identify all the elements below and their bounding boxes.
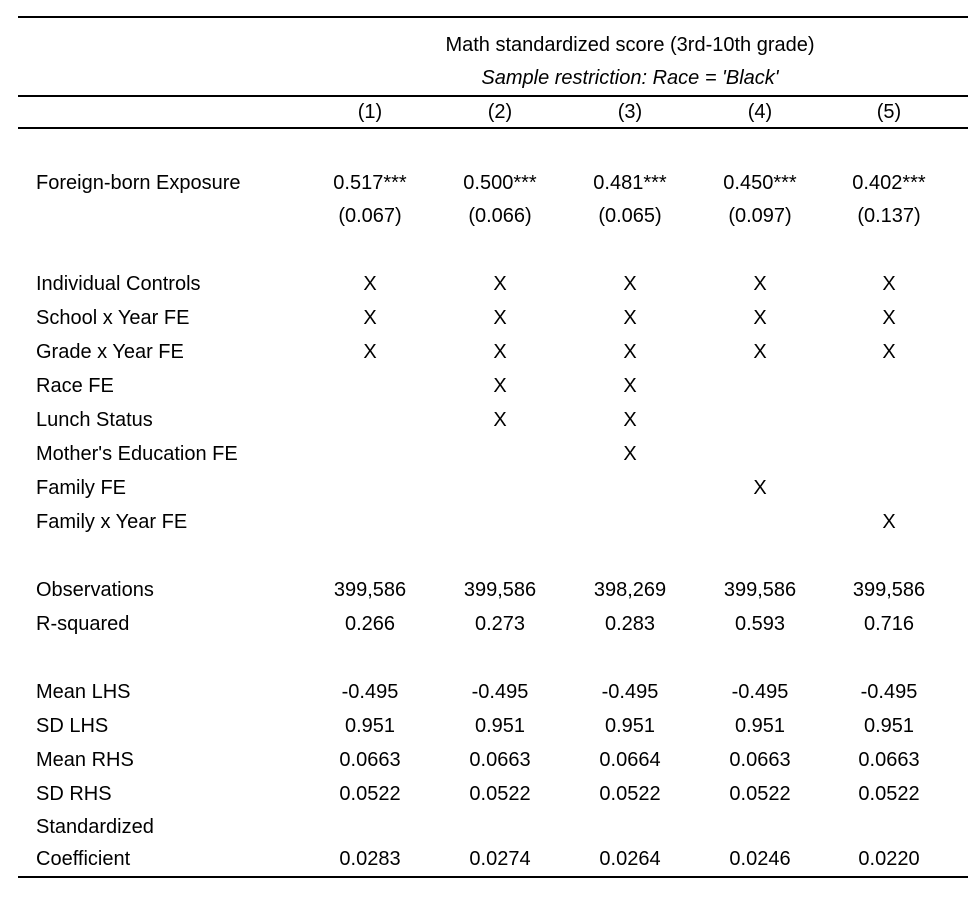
row-label: School x Year FE <box>36 307 190 329</box>
row-label: Standardized <box>36 816 154 838</box>
table-cell: X <box>363 307 377 329</box>
row-label: Mean LHS <box>36 681 131 703</box>
table-cell: -0.495 <box>731 681 789 703</box>
row-label: R-squared <box>36 613 130 635</box>
table-cell: 399,586 <box>852 579 926 601</box>
table-cell: 0.450*** <box>723 172 797 194</box>
row-label: Mean RHS <box>36 749 134 771</box>
table-cell: 0.951 <box>863 715 915 737</box>
sample-restriction: Sample restriction: Race = 'Black' <box>481 67 779 89</box>
table-cell: X <box>493 409 507 431</box>
table-cell: X <box>623 375 637 397</box>
header-rule <box>18 95 968 97</box>
table-cell: -0.495 <box>471 681 529 703</box>
table-cell: 0.0220 <box>858 848 920 870</box>
table-cell: 399,586 <box>333 579 407 601</box>
table-cell: 0.0663 <box>729 749 791 771</box>
table-cell: (0.067) <box>338 205 402 227</box>
table-cell: 0.283 <box>604 613 656 635</box>
table-cell: X <box>493 307 507 329</box>
table-cell: 0.0522 <box>599 783 661 805</box>
table-cell: X <box>493 341 507 363</box>
table-cell: 0.0522 <box>339 783 401 805</box>
row-label: Race FE <box>36 375 114 397</box>
row-label: Coefficient <box>36 848 131 870</box>
table-cell: X <box>363 341 377 363</box>
table-cell: 0.593 <box>734 613 786 635</box>
row-label: SD LHS <box>36 715 109 737</box>
table-cell: 398,269 <box>593 579 667 601</box>
row-label: Individual Controls <box>36 273 201 295</box>
table-cell: X <box>882 511 896 533</box>
table-cell: X <box>363 273 377 295</box>
table-cell: X <box>882 273 896 295</box>
table-cell: X <box>753 477 767 499</box>
table-cell: X <box>623 307 637 329</box>
table-cell: -0.495 <box>341 681 399 703</box>
table-cell: 0.951 <box>344 715 396 737</box>
table-cell: 0.0663 <box>469 749 531 771</box>
table-cell: X <box>882 307 896 329</box>
table-cell: (0.137) <box>857 205 921 227</box>
column-header: (3) <box>617 101 643 123</box>
table-cell: 0.517*** <box>333 172 407 194</box>
table-cell: 0.0663 <box>339 749 401 771</box>
table-title: Math standardized score (3rd-10th grade) <box>445 34 815 56</box>
table-cell: X <box>623 409 637 431</box>
column-header: (1) <box>357 101 383 123</box>
table-cell: (0.065) <box>598 205 662 227</box>
column-header: (5) <box>876 101 902 123</box>
table-cell: 0.402*** <box>852 172 926 194</box>
table-cell: 399,586 <box>463 579 537 601</box>
table-cell: (0.097) <box>728 205 792 227</box>
table-cell: 0.0522 <box>858 783 920 805</box>
table-cell: X <box>493 273 507 295</box>
top-rule <box>18 16 968 18</box>
row-label: Foreign-born Exposure <box>36 172 241 194</box>
table-cell: X <box>623 443 637 465</box>
table-cell: X <box>493 375 507 397</box>
table-cell: (0.066) <box>468 205 532 227</box>
table-cell: 0.0283 <box>339 848 401 870</box>
table-cell: 0.0522 <box>469 783 531 805</box>
table-cell: X <box>753 341 767 363</box>
bottom-rule <box>18 876 968 878</box>
table-cell: -0.495 <box>860 681 918 703</box>
table-cell: 0.266 <box>344 613 396 635</box>
table-cell: X <box>623 273 637 295</box>
table-cell: X <box>882 341 896 363</box>
table-cell: 0.500*** <box>463 172 537 194</box>
column-header: (2) <box>487 101 513 123</box>
table-cell: 0.951 <box>474 715 526 737</box>
table-cell: 0.481*** <box>593 172 667 194</box>
table-cell: 0.273 <box>474 613 526 635</box>
table-cell: 0.0246 <box>729 848 791 870</box>
table-cell: -0.495 <box>601 681 659 703</box>
table-cell: X <box>623 341 637 363</box>
table-cell: 0.0264 <box>599 848 661 870</box>
table-cell: 0.0663 <box>858 749 920 771</box>
row-label: Mother's Education FE <box>36 443 238 465</box>
row-label: Lunch Status <box>36 409 153 431</box>
table-cell: 0.0664 <box>599 749 661 771</box>
table-cell: X <box>753 273 767 295</box>
table-cell: 0.0274 <box>469 848 531 870</box>
row-label: Observations <box>36 579 154 601</box>
table-cell: 399,586 <box>723 579 797 601</box>
table-cell: X <box>753 307 767 329</box>
table-cell: 0.716 <box>863 613 915 635</box>
row-label: Family x Year FE <box>36 511 188 533</box>
table-cell: 0.951 <box>604 715 656 737</box>
row-label: SD RHS <box>36 783 112 805</box>
table-cell: 0.951 <box>734 715 786 737</box>
column-header: (4) <box>747 101 773 123</box>
column-header-rule <box>18 127 968 129</box>
row-label: Family FE <box>36 477 126 499</box>
table-cell: 0.0522 <box>729 783 791 805</box>
row-label: Grade x Year FE <box>36 341 184 363</box>
